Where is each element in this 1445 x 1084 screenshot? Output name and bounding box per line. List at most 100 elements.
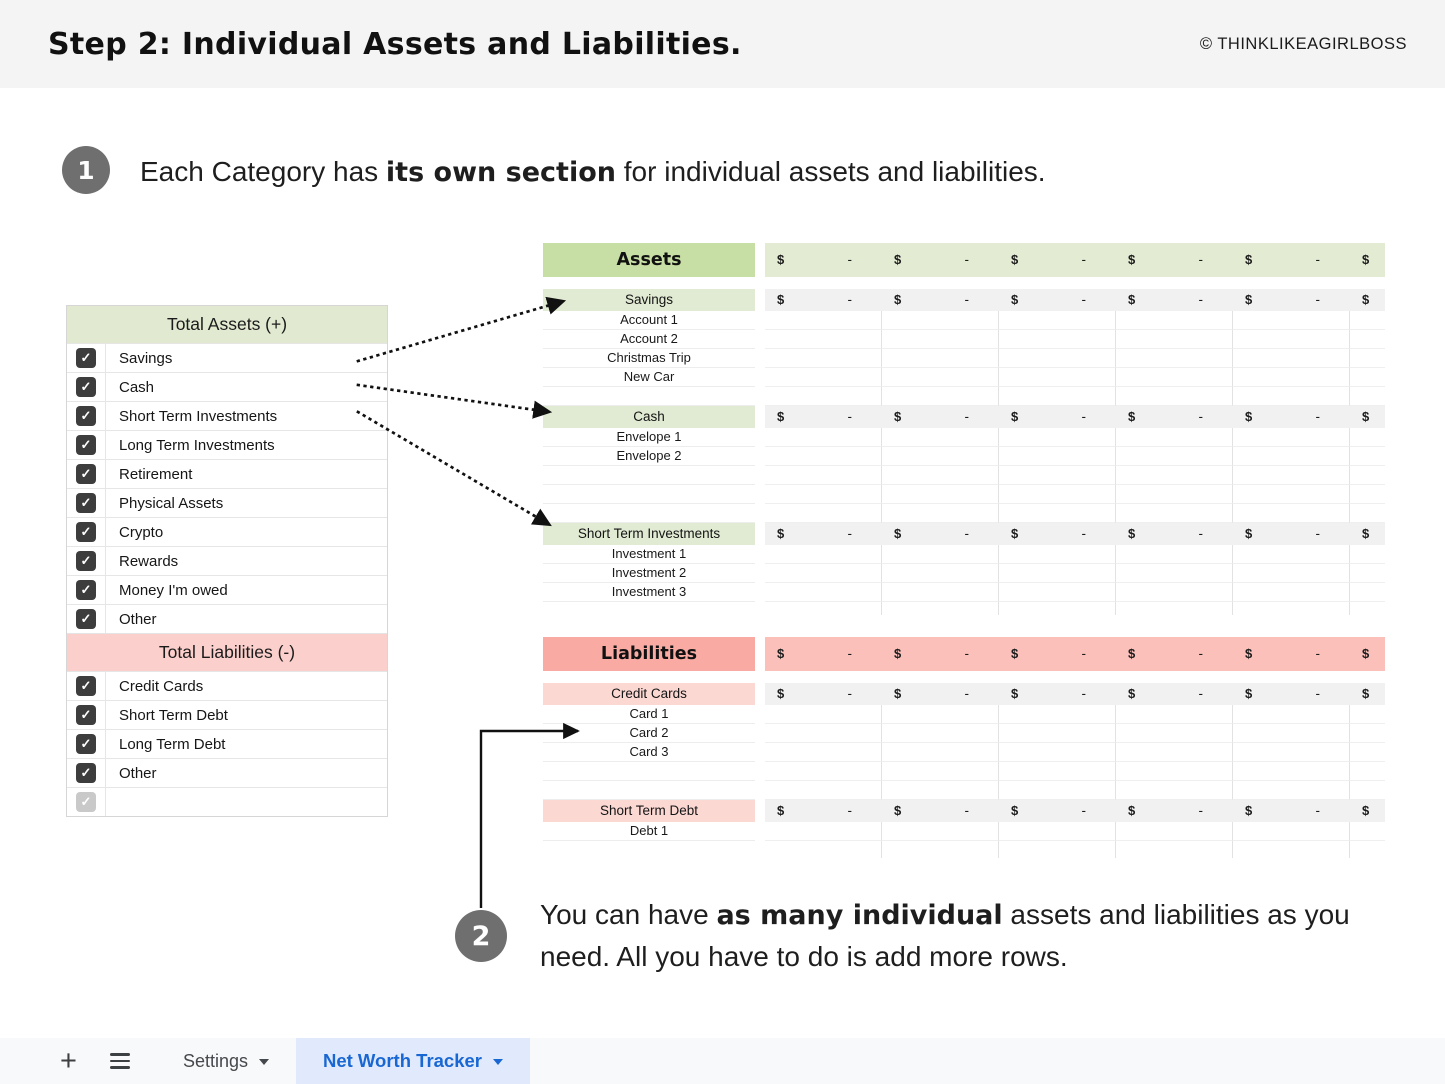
empty-cell bbox=[882, 485, 999, 504]
empty-cell bbox=[999, 822, 1116, 841]
checkbox-checked[interactable]: ✓ bbox=[76, 522, 96, 542]
currency-symbol: $ bbox=[777, 803, 785, 818]
checkbox-checked[interactable]: ✓ bbox=[76, 551, 96, 571]
empty-amount: - bbox=[847, 252, 853, 267]
empty-cell bbox=[1116, 602, 1233, 615]
money-column-1: $ - bbox=[765, 800, 882, 822]
tab-settings[interactable]: Settings bbox=[156, 1038, 296, 1084]
money-column-2: $ - bbox=[882, 683, 999, 705]
empty-amount: - bbox=[1198, 803, 1204, 818]
sheet-row-cells bbox=[765, 311, 1385, 330]
money-column-1: $ - bbox=[765, 637, 882, 671]
checkbox-checked[interactable]: ✓ bbox=[76, 377, 96, 397]
item-row-label: Card 3 bbox=[543, 743, 755, 762]
item-row-label: Investment 2 bbox=[543, 564, 755, 583]
category-row-amounts: $-$-$-$-$-$- bbox=[765, 683, 1385, 705]
step-2-number: 2 bbox=[471, 920, 491, 952]
empty-cell bbox=[1116, 504, 1233, 523]
checkbox-cell: ✓ bbox=[67, 701, 106, 729]
empty-cell bbox=[1116, 485, 1233, 504]
checkbox-checked[interactable]: ✓ bbox=[76, 464, 96, 484]
empty-cell bbox=[1350, 545, 1385, 564]
empty-cell bbox=[765, 368, 882, 387]
item-row-label: Account 1 bbox=[543, 311, 755, 330]
money-column-2: $ - bbox=[882, 523, 999, 545]
empty-cell bbox=[1116, 564, 1233, 583]
empty-cell bbox=[765, 447, 882, 466]
empty-cell bbox=[765, 841, 882, 858]
empty-amount: - bbox=[847, 686, 853, 701]
currency-symbol: $ bbox=[777, 526, 785, 541]
currency-symbol: $ bbox=[1128, 292, 1136, 307]
all-sheets-menu-icon[interactable] bbox=[109, 1053, 130, 1069]
empty-cell bbox=[999, 545, 1116, 564]
empty-cell bbox=[765, 743, 882, 762]
step-2-badge: 2 bbox=[455, 910, 507, 962]
checkbox-cell: ✓ bbox=[67, 402, 106, 430]
asset-item-label: Savings bbox=[119, 349, 173, 367]
empty-cell bbox=[999, 504, 1116, 523]
empty-cell bbox=[999, 447, 1116, 466]
money-column-6: $- bbox=[1350, 683, 1385, 705]
item-row-label: Card 1 bbox=[543, 705, 755, 724]
assets-money-columns: $-$-$-$-$-$-$-$-$-$-$-$-$-$-$-$-$-$-$-$-… bbox=[765, 243, 1385, 615]
empty-cell bbox=[1350, 602, 1385, 615]
empty-cell bbox=[1350, 841, 1385, 858]
currency-symbol: $ bbox=[777, 252, 785, 267]
liability-item-label: Other bbox=[119, 764, 157, 782]
empty-cell bbox=[999, 781, 1116, 800]
checkbox-checked[interactable]: ✓ bbox=[76, 348, 96, 368]
empty-cell bbox=[882, 349, 999, 368]
currency-symbol: $ bbox=[1128, 686, 1136, 701]
sheet-row-cells bbox=[765, 466, 1385, 485]
empty-cell bbox=[1350, 387, 1385, 406]
empty-cell bbox=[1350, 368, 1385, 387]
checkbox-checked[interactable]: ✓ bbox=[76, 763, 96, 783]
checkbox-checked[interactable]: ✓ bbox=[76, 734, 96, 754]
empty-amount: - bbox=[964, 409, 970, 424]
checkbox-checked[interactable]: ✓ bbox=[76, 676, 96, 696]
checkbox-checked[interactable]: ✓ bbox=[76, 493, 96, 513]
checkbox-checked[interactable]: ✓ bbox=[76, 435, 96, 455]
sheet-row-cells bbox=[765, 781, 1385, 800]
item-row-label: Investment 1 bbox=[543, 545, 755, 564]
checkbox-checked[interactable]: ✓ bbox=[76, 580, 96, 600]
empty-cell bbox=[999, 349, 1116, 368]
sheet-row-cells bbox=[765, 387, 1385, 406]
asset-item-label: Crypto bbox=[119, 523, 164, 541]
liabilities-label-column: Liabilities Credit Cards Card 1 Card 2 Card … bbox=[543, 637, 755, 858]
add-sheet-button[interactable]: + bbox=[60, 1045, 77, 1077]
empty-cell bbox=[999, 485, 1116, 504]
empty-cell bbox=[765, 724, 882, 743]
checkbox-cell: ✓ bbox=[67, 576, 106, 604]
asset-item-row: ✓ Retirement bbox=[67, 459, 387, 488]
currency-symbol: $ bbox=[1011, 803, 1019, 818]
category-row-label: Short Term Debt bbox=[543, 800, 755, 822]
checkbox-checked[interactable]: ✓ bbox=[76, 705, 96, 725]
spacer bbox=[543, 277, 755, 289]
empty-cell bbox=[1233, 841, 1350, 858]
checklist-panel: Total Assets (+) ✓ Savings ✓ Cash ✓ Short Ter… bbox=[66, 305, 388, 817]
empty-cell bbox=[999, 466, 1116, 485]
empty-cell bbox=[765, 762, 882, 781]
step-2-text-pre: You can have bbox=[540, 899, 717, 930]
empty-cell bbox=[765, 504, 882, 523]
empty-cell bbox=[882, 428, 999, 447]
empty-cell bbox=[999, 330, 1116, 349]
sheet-row-cells bbox=[765, 447, 1385, 466]
assets-sheet-section: Assets Savings Account 1 Account 2 Christmas… bbox=[543, 243, 1385, 615]
empty-cell bbox=[999, 311, 1116, 330]
empty-cell bbox=[765, 822, 882, 841]
empty-cell bbox=[1350, 822, 1385, 841]
checkbox-empty[interactable]: ✓ bbox=[76, 792, 96, 812]
empty-cell bbox=[1233, 822, 1350, 841]
tab-net-worth-tracker[interactable]: Net Worth Tracker bbox=[295, 1038, 530, 1084]
checkbox-cell: ✓ bbox=[67, 518, 106, 546]
currency-symbol: $ bbox=[1011, 292, 1019, 307]
empty-cell bbox=[882, 781, 999, 800]
asset-item-row: ✓ Cash bbox=[67, 372, 387, 401]
checkbox-checked[interactable]: ✓ bbox=[76, 609, 96, 629]
checkbox-checked[interactable]: ✓ bbox=[76, 406, 96, 426]
empty-cell bbox=[765, 705, 882, 724]
checkbox-cell: ✓ bbox=[67, 672, 106, 700]
